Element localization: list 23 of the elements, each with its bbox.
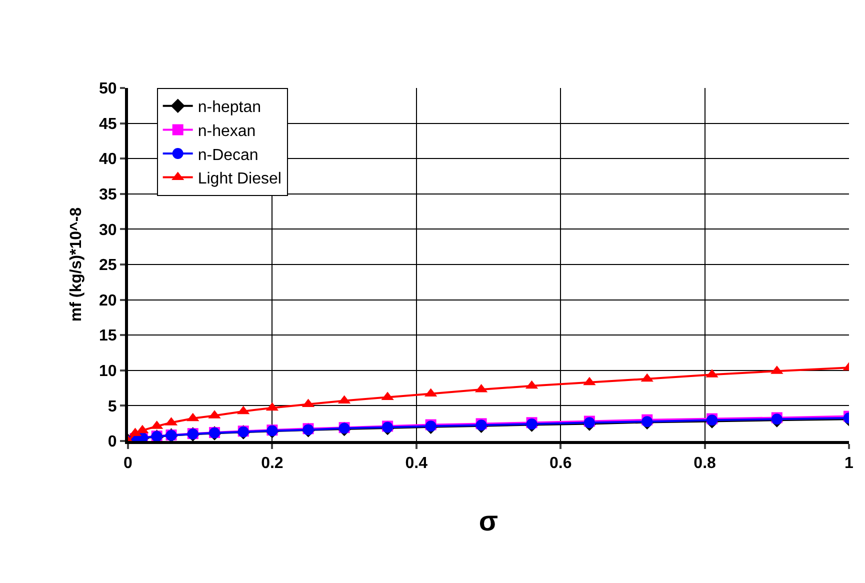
- y-tick-label: 0: [108, 434, 117, 451]
- legend-label: n-hexan: [198, 122, 256, 140]
- y-tick-label: 15: [99, 328, 117, 345]
- x-tick-label: 0: [124, 455, 133, 472]
- legend-label: Light Diesel: [198, 170, 282, 188]
- y-tick-label: 40: [99, 151, 117, 168]
- x-tick-label: 0.2: [261, 455, 284, 472]
- y-tick-label: 50: [99, 80, 117, 98]
- y-tick-label: 20: [99, 292, 117, 310]
- legend-label: n-Decan: [198, 146, 258, 164]
- y-tick-label: 10: [99, 363, 117, 380]
- y-tick-label: 5: [108, 398, 117, 416]
- x-tick-label: 0.8: [694, 455, 716, 472]
- y-tick-label: 45: [99, 116, 117, 133]
- y-axis-title: mf (kg/s)*10^-8: [68, 207, 85, 322]
- x-tick-label: 0.4: [405, 455, 428, 472]
- x-tick-label: 0.6: [549, 455, 572, 472]
- x-tick-label: 1: [844, 455, 854, 472]
- y-tick-label: 30: [99, 222, 117, 239]
- legend-label: n-heptan: [198, 99, 262, 116]
- y-tick-label: 25: [99, 257, 117, 274]
- x-axis-title: σ: [478, 505, 498, 536]
- y-tick-label: 35: [99, 186, 117, 204]
